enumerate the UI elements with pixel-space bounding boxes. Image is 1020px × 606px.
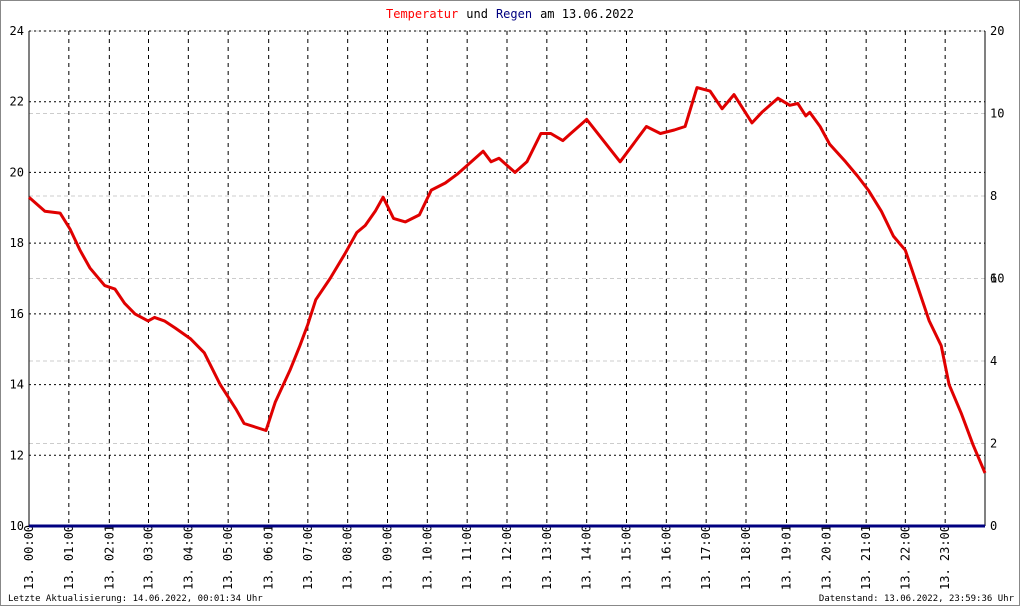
x-tick-label: 13. 21:01 (859, 525, 873, 590)
x-tick-label: 13. 01:00 (62, 525, 76, 590)
y-tick-label: 16 (10, 307, 24, 321)
y2-tick-label: 8 (990, 189, 997, 203)
x-tick-label: 13. 18:00 (739, 525, 753, 590)
x-tick-label: 13. 20:01 (819, 525, 833, 590)
footer-right: Datenstand: 13.06.2022, 23:59:36 Uhr (819, 594, 1015, 604)
x-tick-label: 13. 15:00 (620, 525, 634, 590)
y-tick-label: 12 (10, 448, 24, 462)
y-tick-label: 20 (10, 165, 24, 179)
title-part: Regen (496, 7, 532, 21)
title-part: und (466, 7, 488, 21)
x-tick-label: 13. 11:00 (460, 525, 474, 590)
x-tick-label: 13. 19:01 (779, 525, 793, 590)
y2-tick-label: 0 (990, 519, 997, 533)
x-tick-label: 13. 08:00 (341, 525, 355, 590)
x-tick-label: 13. 07:00 (301, 525, 315, 590)
y-tick-label: 18 (10, 236, 24, 250)
x-tick-label: 13. 13:00 (540, 525, 554, 590)
x-tick-label: 13. 09:00 (381, 525, 395, 590)
x-tick-label: 13. 06:01 (262, 525, 276, 590)
y-tick-label: 22 (10, 95, 24, 109)
y2-tick-label: 2 (990, 437, 997, 451)
y2-tick-label: 4 (990, 354, 997, 368)
x-tick-label: 13. 23:00 (938, 525, 952, 590)
y2-tick-label: 10 (990, 272, 1004, 286)
title-part: am 13.06.2022 (540, 7, 634, 21)
x-tick-label: 13. 05:00 (221, 525, 235, 590)
chart-title: Temperatur und Regen am 13.06.2022 (386, 7, 634, 21)
x-tick-label: 13. 03:00 (142, 525, 156, 590)
footer-left: Letzte Aktualisierung: 14.06.2022, 00:01… (8, 594, 263, 604)
x-tick-label: 13. 04:00 (181, 525, 195, 590)
y-tick-label: 14 (10, 378, 24, 392)
x-tick-label: 13. 02:01 (102, 525, 116, 590)
x-tick-label: 13. 12:00 (500, 525, 514, 590)
y2-tick-label: 6 (990, 272, 997, 286)
temperature-line (28, 86, 987, 474)
x-tick-label: 13. 10:00 (420, 525, 434, 590)
x-tick-label: 13. 17:00 (699, 525, 713, 590)
x-tick-label: 13. 16:00 (659, 525, 673, 590)
y2-tick-label: 20 (990, 24, 1004, 38)
x-tick-label: 13. 22:00 (898, 525, 912, 590)
y-tick-label: 24 (10, 24, 24, 38)
y-tick-label: 10 (10, 519, 24, 533)
x-tick-label: 13. 00:00 (22, 525, 36, 590)
title-part: Temperatur (386, 7, 458, 21)
y2-tick-label: 10 (990, 107, 1004, 121)
x-tick-label: 13. 14:00 (580, 525, 594, 590)
